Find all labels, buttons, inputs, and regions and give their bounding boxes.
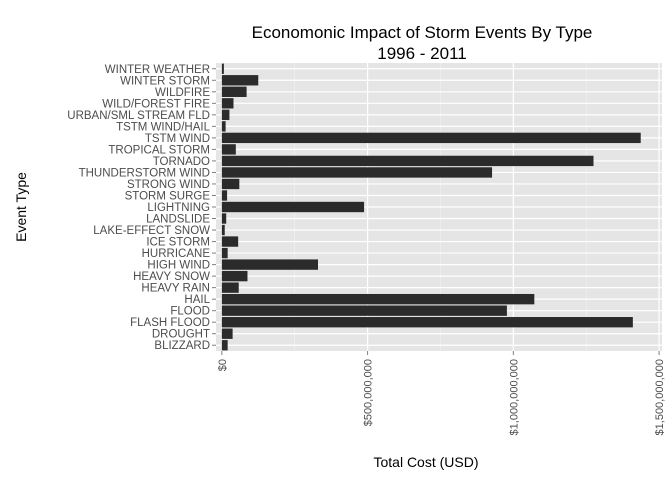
category-label: ICE STORM	[146, 237, 210, 249]
x-tick-label: $500,000,000	[363, 359, 375, 426]
bar-heavy-rain	[221, 282, 239, 293]
bar-lake-effect-snow	[221, 224, 225, 236]
category-label: FLASH FLOOD	[130, 317, 210, 329]
bar-tropical-storm	[221, 144, 236, 155]
category-label: TORNADO	[153, 156, 210, 168]
bar-tornado	[221, 155, 594, 167]
bar-tstm-wind	[221, 132, 641, 144]
bars	[221, 63, 641, 351]
category-label: LIGHTNING	[147, 202, 210, 214]
bar-flash-flood	[221, 317, 633, 328]
category-label: LANDSLIDE	[146, 214, 210, 226]
bar-thunderstorm-wind	[221, 167, 493, 178]
chart-subtitle: 1996 - 2011	[377, 44, 466, 63]
bar-strong-wind	[221, 178, 240, 190]
category-label: HURRICANE	[142, 248, 211, 260]
category-label: HEAVY SNOW	[133, 271, 210, 283]
category-label: HEAVY RAIN	[141, 283, 210, 295]
y-axis-title: Event Type	[13, 172, 29, 242]
category-label: WILDFIRE	[155, 87, 210, 99]
x-tick-label: $1,000,000,000	[508, 359, 520, 435]
bar-wild-forest-fire	[221, 98, 234, 109]
bar-storm-surge	[221, 190, 228, 201]
bar-lightning	[221, 201, 365, 213]
bar-drought	[221, 328, 233, 339]
category-label: HIGH WIND	[147, 260, 210, 272]
category-label: STORM SURGE	[125, 190, 211, 202]
category-label: DROUGHT	[152, 329, 210, 341]
category-label: TROPICAL STORM	[108, 144, 210, 156]
bar-heavy-snow	[221, 270, 248, 282]
bar-blizzard	[221, 340, 228, 351]
category-label: TSTM WIND	[145, 133, 210, 145]
category-label: FLOOD	[170, 306, 210, 318]
category-label: URBAN/SML STREAM FLD	[67, 110, 210, 122]
category-label: THUNDERSTORM WIND	[79, 167, 210, 179]
category-label: STRONG WIND	[127, 179, 210, 191]
chart-title: Economonic Impact of Storm Events By Typ…	[252, 23, 593, 42]
bar-wildfire	[221, 86, 247, 97]
category-label: HAIL	[184, 294, 210, 306]
bar-tstm-wind-hail	[221, 121, 226, 132]
category-label: WILD/FOREST FIRE	[102, 98, 210, 110]
bar-high-wind	[221, 259, 319, 270]
x-tick-label: $0	[217, 359, 229, 371]
category-label: TSTM WIND/HAIL	[116, 121, 211, 133]
bar-ice-storm	[221, 236, 239, 247]
bar-landslide	[221, 213, 227, 224]
category-label: BLIZZARD	[154, 340, 210, 352]
bar-hurricane	[221, 247, 228, 259]
x-axis: $0 $500,000,000 $1,000,000,000 $1,500,000,0…	[217, 351, 666, 435]
x-axis-title: Total Cost (USD)	[373, 454, 478, 470]
category-label: WINTER WEATHER	[105, 64, 210, 76]
category-label: LAKE-EFFECT SNOW	[93, 225, 210, 237]
bar-hail	[221, 293, 535, 305]
bar-flood	[221, 305, 507, 316]
bar-winter-weather	[221, 63, 224, 74]
bar-winter-storm	[221, 75, 259, 86]
category-label: WINTER STORM	[120, 75, 210, 87]
x-tick-label: $1,500,000,000	[654, 359, 666, 435]
bar-urban-sml-stream-fld	[221, 109, 230, 121]
